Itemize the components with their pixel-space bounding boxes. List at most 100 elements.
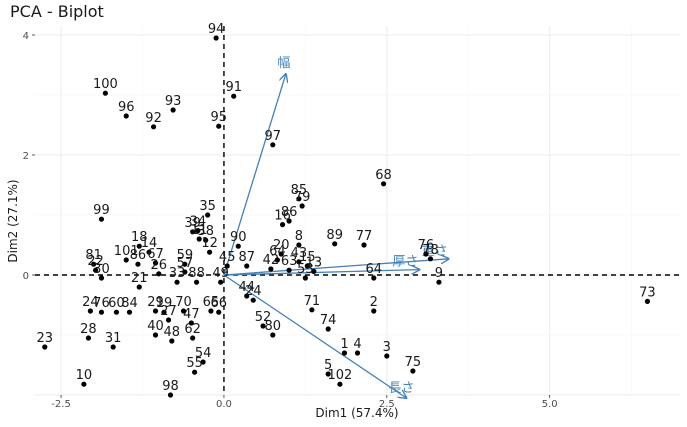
data-point [167,392,174,398]
point-label: 100 [93,77,118,92]
data-point [81,381,87,387]
data-point [325,326,331,332]
data-point [98,309,105,315]
point-label: 42 [263,253,280,268]
point-label: 68 [375,168,392,183]
data-point [135,261,141,267]
point-label: 3 [383,340,391,355]
data-point [193,279,200,285]
point-label: 23 [36,331,53,346]
data-point [213,35,219,41]
point-label: 75 [405,355,422,370]
point-label: 15 [299,250,316,265]
data-point [150,124,157,130]
point-label: 81 [85,248,102,263]
point-label: 16 [274,209,291,224]
data-point [192,369,198,375]
data-point [384,353,390,359]
point-label: 86 [130,248,147,263]
grid-lines [35,26,680,396]
point-label: 29 [147,295,164,310]
point-label: 45 [219,250,236,265]
x-tick-label: -2.5 [51,399,71,410]
data-point [190,229,196,235]
point-label: 87 [238,250,255,265]
point-label: 99 [93,203,110,218]
point-label: 28 [80,322,97,337]
data-point [169,338,175,344]
point-label: 64 [366,262,383,277]
point-label: 24 [82,295,99,310]
data-point [42,344,48,350]
point-label: 26 [151,258,168,273]
point-label: 34 [190,215,207,230]
y-tick-label: 0 [23,271,29,282]
data-point [174,279,180,285]
variable-label: 長さ [388,381,414,396]
point-label: 94 [208,22,225,37]
point-label: 27 [160,304,177,319]
data-point [380,181,387,187]
data-point [203,237,209,243]
data-point [304,263,310,269]
point-label: 80 [265,319,282,334]
point-label: 39 [184,216,201,231]
point-label: 66 [210,296,227,311]
point-label: 71 [304,294,321,309]
variable-arrow [223,259,449,276]
point-label: 91 [225,80,242,95]
data-point [423,251,429,257]
point-label: 57 [177,256,194,271]
data-point [180,308,187,314]
reference-lines [35,26,680,395]
variable-arrow [223,74,286,276]
data-point [231,93,237,99]
point-label: 98 [162,379,179,394]
data-point [102,90,108,96]
point-label: 44 [238,280,255,295]
data-point [296,242,302,248]
data-point [195,228,201,234]
point-label: 52 [255,310,272,325]
data-point [371,275,377,281]
point-label: 1 [340,337,348,352]
data-point [341,350,348,356]
data-point [325,371,331,377]
point-label: 73 [639,285,656,300]
point-label: 48 [164,325,181,340]
point-label: 19 [156,296,173,311]
data-point [311,268,317,274]
data-point [279,222,286,228]
point-label: 95 [210,110,227,125]
data-point [87,308,93,314]
point-label: 43 [291,246,308,261]
data-point [136,284,142,290]
data-point [91,261,97,267]
point-label: 35 [199,199,216,214]
data-point [152,308,159,314]
data-point [196,236,202,242]
point-label: 31 [105,331,122,346]
x-tick-label: 2.5 [379,399,395,410]
data-point [296,259,302,265]
data-point [126,309,133,315]
data-point [123,257,129,263]
point-label: 60 [108,296,125,311]
y-tick-label: 4 [23,31,29,42]
data-point [644,298,651,304]
chart-title: PCA - Biplot [10,2,104,21]
data-point [332,241,338,247]
point-label: 49 [212,266,229,281]
point-label: 77 [356,229,373,244]
point-label: 78 [422,243,439,258]
variable-arrows: 幅厚さ重さ長さ [223,56,449,398]
data-point [274,257,280,263]
point-label: 30 [93,262,110,277]
point-label: 96 [118,100,135,115]
point-label: 79 [294,190,311,205]
point-label: 64 [269,244,286,259]
point-label: 76 [418,238,435,253]
point-label: 47 [183,307,200,322]
data-point [286,267,292,273]
